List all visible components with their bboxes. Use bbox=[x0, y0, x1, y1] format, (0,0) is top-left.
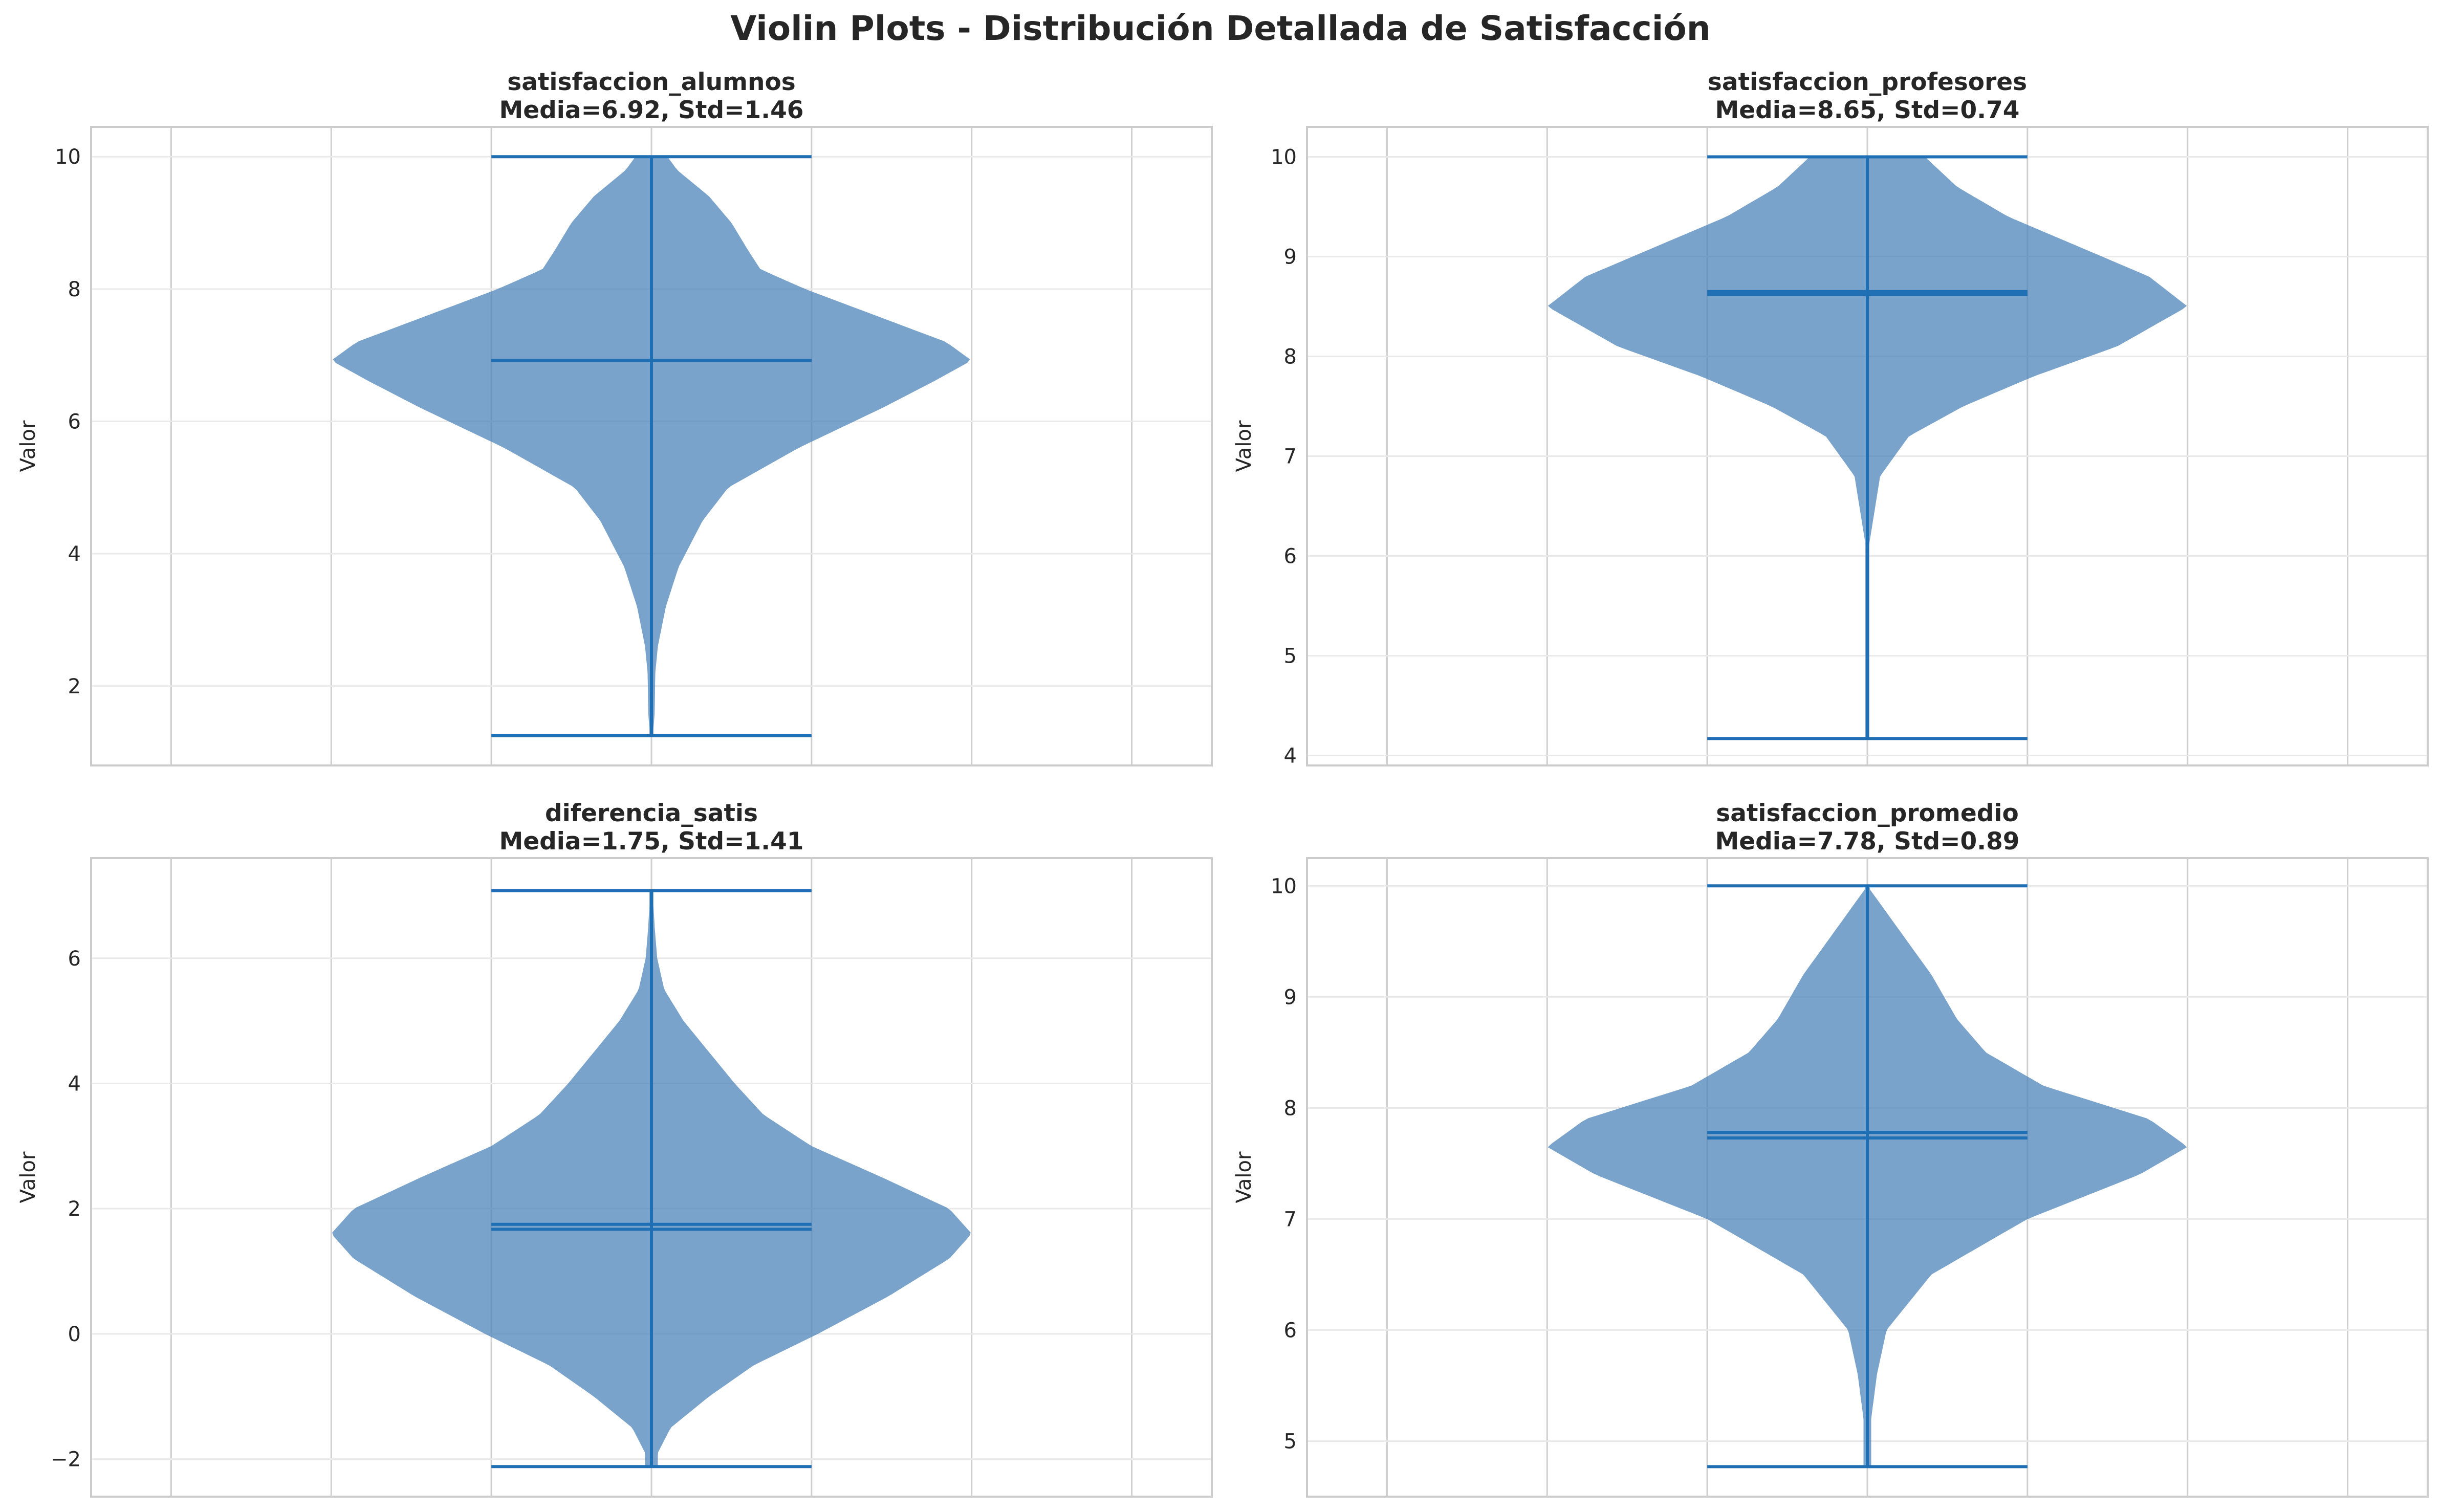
y-tick-label: 5 bbox=[1284, 1430, 1297, 1453]
subplot-subtitle: Media=6.92, Std=1.46 bbox=[499, 96, 804, 124]
subplot-subtitle: Media=7.78, Std=0.89 bbox=[1715, 827, 2020, 856]
y-tick-label: 8 bbox=[1284, 345, 1297, 369]
y-tick-label: 2 bbox=[68, 1197, 81, 1221]
plot-frame bbox=[1306, 126, 2429, 766]
y-tick-label: 5 bbox=[1284, 645, 1297, 668]
y-tick-label: 6 bbox=[1284, 545, 1297, 568]
y-tick-label: 10 bbox=[1271, 146, 1297, 169]
y-tick-label: 6 bbox=[68, 947, 81, 971]
y-axis-label: Valor bbox=[16, 1151, 40, 1203]
subplot-title: satisfaccion_profesores bbox=[1708, 68, 2027, 96]
subplot-subtitle: Media=1.75, Std=1.41 bbox=[499, 827, 804, 856]
y-axis-label: Valor bbox=[1232, 1151, 1256, 1203]
y-tick-label: 4 bbox=[68, 542, 81, 566]
y-tick-label: 6 bbox=[68, 410, 81, 434]
y-axis-label: Valor bbox=[1232, 420, 1256, 472]
y-tick-label: 2 bbox=[68, 675, 81, 698]
y-tick-label: 4 bbox=[68, 1072, 81, 1095]
y-tick-label: 0 bbox=[68, 1323, 81, 1346]
subplot-2: 4 5 6 7 8 9 10 satisfaccion_profesoresMedia=8.6… bbox=[1232, 68, 2429, 768]
y-tick-label: 8 bbox=[1284, 1097, 1297, 1120]
y-axis-label: Valor bbox=[16, 420, 40, 472]
y-tick-label: 9 bbox=[1284, 246, 1297, 269]
figure-title: Violin Plots - Distribución Detallada de… bbox=[730, 9, 1710, 48]
y-tick-label: 10 bbox=[1271, 874, 1297, 898]
y-tick-label: 6 bbox=[1284, 1319, 1297, 1342]
y-tick-label: −2 bbox=[51, 1448, 81, 1472]
plot-frame bbox=[90, 857, 1213, 1498]
y-tick-label: 7 bbox=[1284, 1208, 1297, 1231]
y-tick-label: 8 bbox=[68, 278, 81, 301]
subplot-subtitle: Media=8.65, Std=0.74 bbox=[1715, 96, 2020, 124]
y-tick-label: 4 bbox=[1284, 744, 1297, 768]
subplot-title: diferencia_satis bbox=[545, 799, 758, 827]
subplot-4: 5 6 7 8 9 10 satisfaccion_promedioMedia=7.78, … bbox=[1232, 799, 2429, 1498]
y-tick-label: 7 bbox=[1284, 445, 1297, 469]
subplot-title: satisfaccion_promedio bbox=[1716, 799, 2019, 827]
y-tick-label: 10 bbox=[55, 145, 81, 169]
plot-frame bbox=[90, 126, 1213, 766]
y-tick-label: 9 bbox=[1284, 985, 1297, 1009]
plot-frame bbox=[1306, 857, 2429, 1498]
subplot-title: satisfaccion_alumnos bbox=[507, 68, 795, 96]
